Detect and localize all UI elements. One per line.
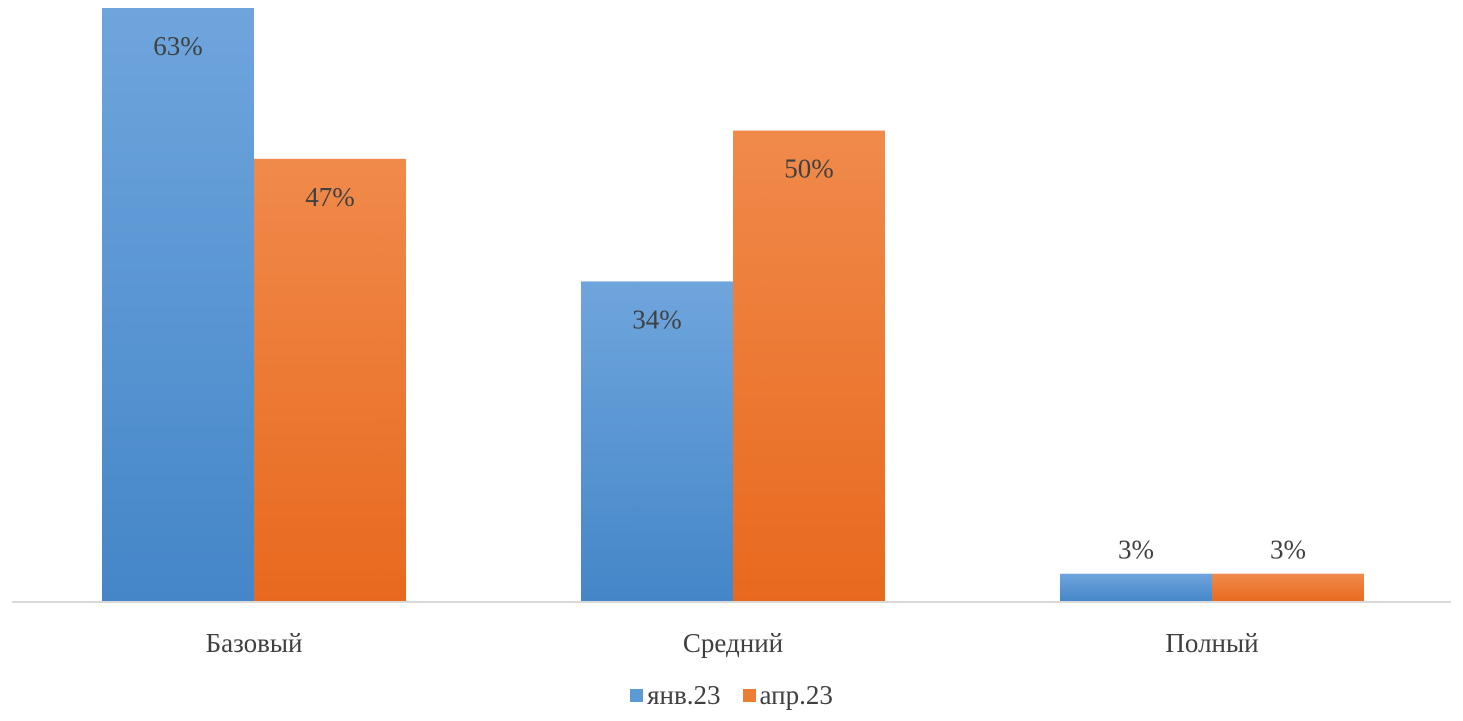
legend-label-series-2: апр.23 [759,680,833,710]
legend: янв.23 апр.23 [0,680,1463,711]
legend-label-series-1: янв.23 [647,680,721,710]
data-label-series-2-3: 3% [1270,535,1306,565]
legend-item-series-1: янв.23 [630,680,721,711]
data-label-series-1-1: 63% [153,31,203,61]
bar-series-1-2 [581,281,733,602]
bar-series-2-3 [1212,573,1364,602]
data-label-series-1-3: 3% [1118,535,1154,565]
data-label-series-1-2: 34% [632,304,682,334]
category-label-3: Полный [1165,628,1258,658]
legend-swatch-series-1 [630,689,644,702]
bar-series-1-3 [1060,573,1212,602]
legend-item-series-2: апр.23 [742,680,833,711]
data-label-series-2-2: 50% [784,154,834,184]
bar-series-1-1 [102,8,254,602]
category-label-2: Средний [683,628,783,658]
legend-swatch-series-2 [742,689,756,702]
data-label-series-2-1: 47% [305,182,355,212]
bar-series-2-1 [254,158,406,602]
bar-chart: 63% 47% Базовый 34% 50% Средний 3% 3% Полный [12,8,1451,658]
category-label-1: Базовый [206,628,303,658]
bar-series-2-2 [733,130,885,603]
